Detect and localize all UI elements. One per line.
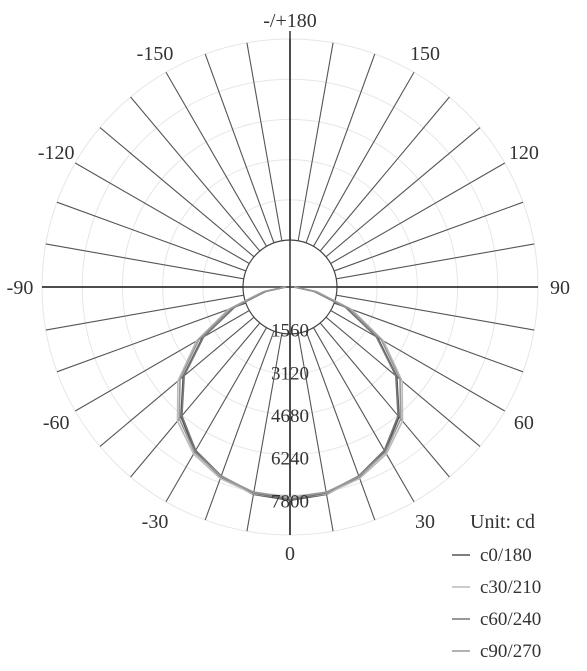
- angle-label: -/+180: [263, 10, 317, 32]
- angle-label: -120: [38, 142, 75, 164]
- angle-spoke: [74, 162, 250, 264]
- angle-label: -150: [137, 43, 174, 65]
- angle-label: 30: [415, 511, 435, 533]
- angle-labels: -/+180 -150 150 -120 120 -90 90 -60 60 -30 30 0: [7, 10, 570, 565]
- series-line-4: [178, 286, 402, 499]
- angle-label: 120: [509, 142, 539, 164]
- radial-tick-labels: 1560 3120 4680 6240 7800: [271, 321, 309, 513]
- angle-spoke: [333, 201, 524, 272]
- intensity-curves: [176, 286, 404, 502]
- unit-label: Unit: cd: [470, 511, 535, 533]
- series-line-3: [181, 286, 399, 501]
- angle-spoke: [204, 330, 275, 521]
- radial-tick-label: 3120: [271, 363, 309, 384]
- angle-spoke: [313, 71, 415, 247]
- angle-label: 90: [550, 277, 570, 299]
- legend-item-label: c0/180: [480, 545, 532, 566]
- angle-spoke: [319, 96, 450, 252]
- angle-spoke: [336, 294, 535, 331]
- angle-label: 60: [514, 412, 534, 434]
- angle-spoke: [99, 127, 255, 258]
- angle-spoke: [45, 294, 244, 331]
- legend: Unit: cd c0/180 c30/210 c60/240 c90/270: [452, 511, 541, 662]
- angle-spoke: [246, 42, 283, 241]
- angle-spoke: [330, 310, 506, 412]
- angle-spoke: [56, 201, 247, 272]
- angle-spoke: [305, 53, 376, 244]
- angle-spoke: [313, 327, 415, 503]
- angle-label: -60: [43, 412, 70, 434]
- legend-item-label: c90/270: [480, 641, 541, 662]
- angle-spoke: [336, 243, 535, 280]
- radial-tick-label: 7800: [271, 491, 309, 512]
- radial-tick-label: 1560: [271, 321, 309, 342]
- angle-spoke: [74, 310, 250, 412]
- angle-spoke: [333, 302, 524, 373]
- angle-spoke: [130, 96, 261, 252]
- angle-spoke: [297, 333, 334, 532]
- angle-label: 150: [410, 43, 440, 65]
- angle-spoke: [130, 322, 261, 478]
- angle-spoke: [45, 243, 244, 280]
- angle-label: -30: [142, 511, 169, 533]
- radial-tick-label: 4680: [271, 406, 309, 427]
- angle-spoke: [319, 322, 450, 478]
- angle-spoke: [297, 42, 334, 241]
- angle-spoke: [305, 330, 376, 521]
- angle-spoke: [325, 316, 481, 447]
- angle-spoke: [99, 316, 255, 447]
- angle-spoke: [165, 71, 267, 247]
- angle-spoke: [246, 333, 283, 532]
- angle-spoke: [165, 327, 267, 503]
- angle-spoke: [56, 302, 247, 373]
- angle-spoke: [330, 162, 506, 264]
- legend-item-label: c30/210: [480, 577, 541, 598]
- angle-spoke: [325, 127, 481, 258]
- angle-label: 0: [285, 543, 295, 565]
- legend-item-label: c60/240: [480, 609, 541, 630]
- angle-label: -90: [7, 277, 34, 299]
- radial-tick-label: 6240: [271, 449, 309, 470]
- angle-spokes: [42, 31, 538, 535]
- angle-spoke: [204, 53, 275, 244]
